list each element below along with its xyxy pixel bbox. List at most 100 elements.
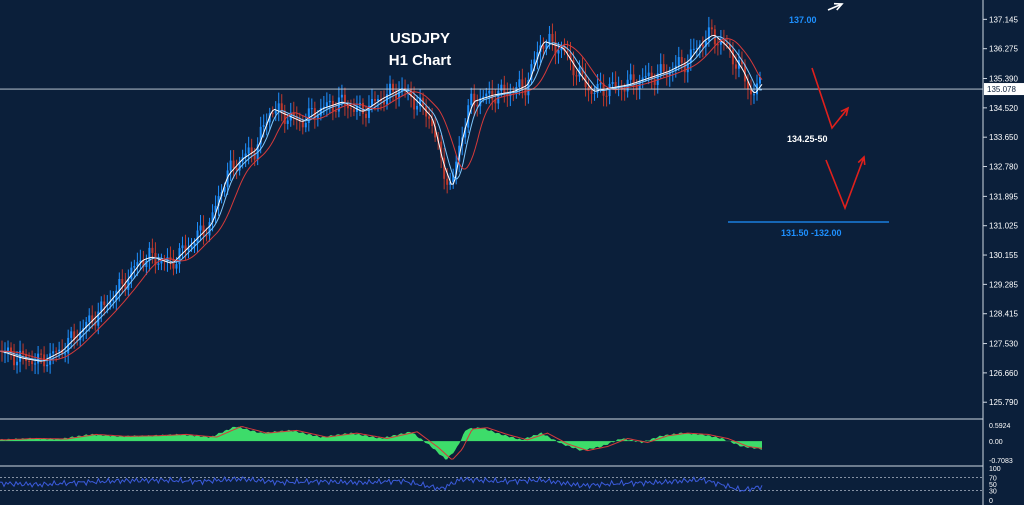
candle-body [599,83,602,85]
candle-body [70,331,73,338]
chart-title: USDJPY [389,30,451,47]
candle-body [464,127,467,138]
oscillator-panel [0,426,763,460]
candle-body [46,364,49,367]
candle-body [103,301,106,306]
candle-body [518,79,521,87]
candle-body [479,98,482,107]
candle-body [346,105,349,109]
candle-body [73,331,76,340]
candle-body [91,315,94,323]
price-tick-label: 131.025 [989,222,1018,231]
candle-body [482,96,485,99]
candle-body [376,99,379,101]
price-tick-label: 130.155 [989,251,1018,260]
candle-body [175,264,178,269]
candle-body [136,262,139,267]
candle-body [452,174,455,183]
price-panel [0,16,983,375]
price-tick-label: 133.650 [989,133,1018,142]
candle-body [367,105,370,118]
candle-body [530,64,533,81]
candle-body [328,100,331,103]
candle-body [118,279,121,291]
support-zone-label: 134.25-50 [787,134,828,144]
candle-body [398,91,401,99]
candle-body [340,94,343,98]
price-tick-label: 134.520 [989,104,1018,113]
candle-body [364,113,367,118]
candle-body [139,260,142,263]
candle-body [112,300,115,302]
candle-body [22,350,25,354]
candle-body [259,126,262,145]
candle-body [76,339,79,341]
candle-body [271,113,274,115]
candle-body [446,178,449,185]
candle-body [647,72,650,77]
candle-body [310,108,313,110]
candle-body [719,40,722,45]
candle-body [304,123,307,128]
candle-body [172,259,175,269]
candle-body [190,245,193,248]
candle-body [572,60,575,76]
candle-body [28,360,31,362]
candle-body [668,71,671,76]
candle-body [184,245,187,251]
lower-target-label: 131.50 -132.00 [781,228,842,238]
candle-body [467,105,470,128]
candle-body [662,64,665,72]
candle-body [722,40,725,44]
candle-body [301,121,304,128]
candle-body [370,99,373,106]
candle-body [157,263,160,265]
candle-body [121,279,124,284]
rsi-tick-label: 30 [989,488,997,495]
support-projection-arrow-head [840,106,850,116]
candle-body [677,57,680,66]
candle-body [85,321,88,329]
candle-body [49,353,52,365]
candle-body [52,351,55,354]
candle-body [109,301,112,305]
candle-body [193,242,196,246]
rsi-tick-label: 0 [989,498,993,505]
candle-body [235,168,238,171]
candle-body [325,102,328,107]
candle-body [16,361,19,366]
candle-body [277,103,280,111]
price-tick-label: 126.660 [989,369,1018,378]
candle-body [349,108,352,110]
candle-body [680,57,683,63]
candle-body [488,90,491,94]
candle-body [710,27,713,30]
candle-body [280,103,283,111]
candle-body [581,67,584,74]
candle-body [485,93,488,97]
candle-body [470,93,473,106]
candle-body [322,106,325,108]
candle-body [632,74,635,86]
chart-subtitle: H1 Chart [388,52,452,69]
candle-body [361,102,364,114]
candle-body [19,350,22,362]
candle-body [343,94,346,106]
candle-body [548,33,551,44]
candle-body [115,290,118,301]
osc-tick-label: -0.7083 [989,458,1013,465]
candle-body [247,147,250,154]
candle-body [196,230,199,243]
candle-body [557,50,560,54]
candle-body [695,47,698,49]
candle-body [656,73,659,85]
candle-body [416,105,419,110]
current-price-label: 135.078 [987,85,1016,94]
candle-body [689,49,692,63]
candle-body [701,44,704,47]
candle-body [458,145,461,162]
candle-body [232,160,235,169]
candle-body [605,95,608,97]
candle-body [133,266,136,268]
